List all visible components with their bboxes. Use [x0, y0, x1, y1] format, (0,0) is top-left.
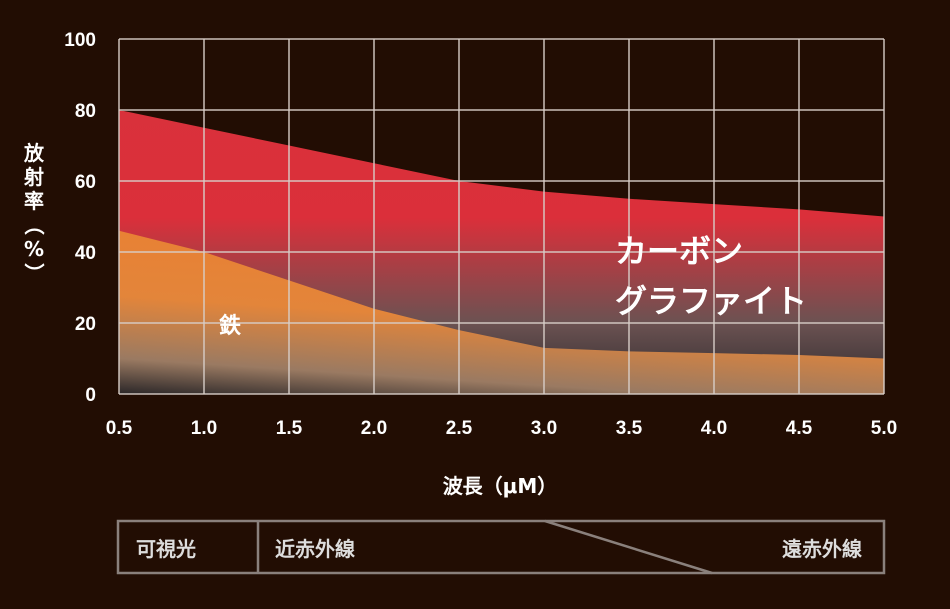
- y-tick-label: 40: [75, 243, 96, 264]
- series-label-carbon-line2: グラファイト: [615, 282, 807, 320]
- band-frame: [116, 519, 886, 575]
- y-label-char: 射: [23, 165, 44, 189]
- x-axis-label: 波長（μM）: [443, 474, 558, 498]
- x-tick-label: 1.0: [191, 418, 217, 439]
- y-tick-label: 100: [64, 30, 96, 51]
- x-tick-label: 4.5: [786, 418, 813, 439]
- y-tick-label: 0: [85, 385, 96, 406]
- x-tick-label: 0.5: [106, 418, 133, 439]
- x-tick-label: 3.0: [531, 418, 557, 439]
- y-label-char: 率: [24, 189, 44, 213]
- y-label-char: ）: [22, 263, 46, 283]
- y-tick-label: 60: [75, 172, 96, 193]
- x-tick-label: 5.0: [871, 418, 897, 439]
- series-label-carbon-line1: カーボン: [615, 232, 743, 270]
- spectrum-band-table: 可視光 近赤外線 遠赤外線: [116, 519, 886, 575]
- x-tick-label: 1.5: [276, 418, 303, 439]
- y-label-char: 放: [23, 141, 45, 165]
- x-tick-label: 2.5: [446, 418, 473, 439]
- y-axis-label: 放射率（%）: [22, 141, 46, 283]
- band-transition-line: [544, 519, 713, 575]
- series-label-iron: 鉄: [219, 313, 241, 339]
- x-tick-label: 2.0: [361, 418, 387, 439]
- band-near-ir: 近赤外線: [275, 537, 355, 561]
- x-tick-label: 3.5: [616, 418, 643, 439]
- y-label-char: （: [22, 215, 46, 235]
- x-tick-label: 4.0: [701, 418, 727, 439]
- y-tick-label: 80: [75, 101, 96, 122]
- band-visible: 可視光: [136, 537, 196, 561]
- y-tick-label: 20: [75, 314, 96, 335]
- y-label-char: %: [24, 237, 44, 261]
- band-far-ir: 遠赤外線: [782, 537, 862, 561]
- area-iron: [119, 230, 884, 394]
